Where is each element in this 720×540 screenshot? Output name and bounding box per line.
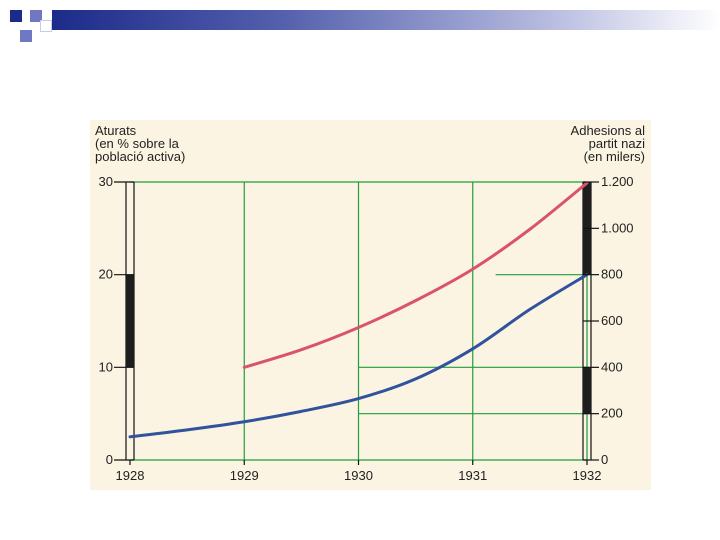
right-tick-label: 1.200 xyxy=(601,174,634,189)
right-tick-label: 1.000 xyxy=(601,220,634,235)
left-axis-bar-highlight xyxy=(126,274,134,368)
right-tick-label: 0 xyxy=(601,452,608,467)
right-tick-label: 800 xyxy=(601,267,623,282)
right-axis-label-line: (en milers) xyxy=(584,149,645,164)
left-tick-label: 10 xyxy=(99,359,113,374)
slide-decoration-bar xyxy=(52,10,720,30)
x-tick-label: 1932 xyxy=(573,468,602,483)
left-tick-label: 30 xyxy=(99,174,113,189)
left-axis-label-line: Aturats xyxy=(95,123,137,138)
right-tick-label: 200 xyxy=(601,406,623,421)
left-axis-label-line: (en % sobre la xyxy=(95,136,180,151)
x-tick-label: 1929 xyxy=(230,468,259,483)
right-tick-label: 400 xyxy=(601,359,623,374)
left-axis-label-line: població activa) xyxy=(95,149,185,164)
x-tick-label: 1930 xyxy=(344,468,373,483)
chart-panel: Aturats (en % sobre la població activa) Adh… xyxy=(90,120,651,490)
slide-decoration-square xyxy=(10,10,22,22)
slide-decoration-square xyxy=(30,10,42,22)
slide-decoration-square xyxy=(20,30,32,42)
right-tick-label: 600 xyxy=(601,313,623,328)
right-axis-bar-highlight xyxy=(583,367,591,414)
series-line-unemployment xyxy=(242,181,589,369)
right-axis-label-line: Adhesions al xyxy=(571,123,646,138)
left-tick-label: 20 xyxy=(99,267,113,282)
x-tick-label: 1928 xyxy=(116,468,145,483)
left-tick-label: 0 xyxy=(106,452,113,467)
slide-decoration-square xyxy=(40,20,52,32)
x-tick-label: 1931 xyxy=(458,468,487,483)
series-line-nazi-membership xyxy=(128,273,589,439)
right-axis-label-line: partit nazi xyxy=(589,136,645,151)
